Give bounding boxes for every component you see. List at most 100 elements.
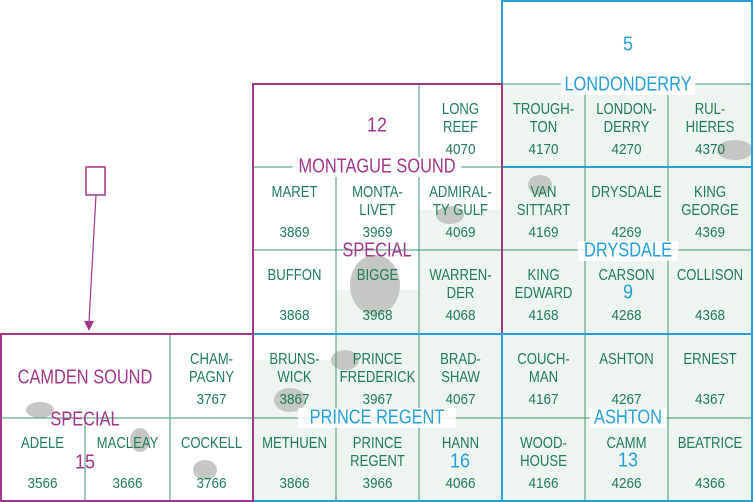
label-background <box>292 157 462 177</box>
region-name: MONTAGUE SOUND <box>298 154 455 177</box>
tile-number: 4168 <box>529 307 559 324</box>
tile-number: 4167 <box>529 391 559 408</box>
tile-number: 4368 <box>695 307 725 324</box>
tile-name: HANN <box>442 435 479 452</box>
label-background <box>560 75 696 95</box>
tile-name: MAN <box>529 369 558 386</box>
tile-number: 4070 <box>446 141 476 158</box>
tile-name: COUCH- <box>517 351 570 368</box>
tile-number: 4166 <box>529 475 559 492</box>
land-fill <box>502 84 753 502</box>
tile-name: DER <box>447 285 475 302</box>
arrowhead <box>84 321 94 331</box>
tile-number: 4169 <box>529 224 559 241</box>
inset-box <box>85 166 106 196</box>
island <box>717 140 753 160</box>
tile-name: KING <box>527 267 559 284</box>
tile-name: VAN <box>530 184 556 201</box>
island <box>528 175 552 195</box>
label-background <box>12 368 158 388</box>
tile-name: EDWARD <box>515 285 573 302</box>
region-name: CAMDEN SOUND <box>18 365 153 388</box>
tile-name: ADMIRAL- <box>429 184 492 201</box>
tile-name: KING <box>694 184 726 201</box>
tile-name: PAGNY <box>189 369 234 386</box>
tile-name: DERRY <box>604 119 650 136</box>
tile-number: 3967 <box>363 391 393 408</box>
tile-number: 3867 <box>280 391 310 408</box>
tile-name: REEF <box>443 119 478 136</box>
tile-number: 3666 <box>113 475 143 492</box>
tile-name: CAMM <box>606 435 646 452</box>
tile-name: PRINCE <box>353 435 403 452</box>
island <box>26 402 54 418</box>
tile-number: 3869 <box>280 224 310 241</box>
label-background <box>578 241 678 261</box>
tile-number: 4267 <box>612 391 642 408</box>
tile-name: CARSON <box>598 267 654 284</box>
tile-name: BIGGE <box>357 267 399 284</box>
tile-number: 4268 <box>612 307 642 324</box>
island <box>274 388 306 412</box>
tile-number: 4270 <box>612 141 642 158</box>
region-special: SPECIAL <box>50 407 119 430</box>
tile-name: GEORGE <box>681 202 739 219</box>
region-number: 15 <box>75 451 95 473</box>
tile-number: 3766 <box>197 475 227 492</box>
island <box>193 460 217 480</box>
label-background <box>298 408 456 428</box>
tile-name: WICK <box>277 369 311 386</box>
island <box>331 350 359 370</box>
label-background <box>589 408 667 428</box>
tile-name: HOUSE <box>520 453 567 470</box>
tile-name: RUL- <box>695 101 726 118</box>
tile-number: 3969 <box>363 224 393 241</box>
tile-number: 3966 <box>363 475 393 492</box>
tile-name: WOOD- <box>520 435 567 452</box>
tile-name: CHAM- <box>190 351 233 368</box>
tile-number: 4367 <box>695 391 725 408</box>
tile-name: MACLEAY <box>97 435 159 452</box>
tile-number: 4266 <box>612 475 642 492</box>
tile-name: SITTART <box>517 202 570 219</box>
tile-name: TROUGH- <box>513 101 574 118</box>
tile-name: LONDON- <box>596 101 657 118</box>
tile-name: COCKELL <box>181 435 242 452</box>
tile-name: WARREN- <box>429 267 491 284</box>
region-number: 12 <box>367 114 387 136</box>
tile-name: METHUEN <box>262 435 327 452</box>
region-name: PRINCE REGENT <box>310 405 445 428</box>
land-fill <box>419 210 502 502</box>
tile-number: 4366 <box>695 475 725 492</box>
region-name: ASHTON <box>594 405 662 428</box>
tile-number: 3566 <box>28 475 58 492</box>
tile-name: LIVET <box>359 202 396 219</box>
tile-name: MARET <box>272 184 318 201</box>
tile-name: FREDERICK <box>340 369 416 386</box>
tile-name: HIERES <box>686 119 735 136</box>
tile-number: 3767 <box>197 391 227 408</box>
tile-number: 4269 <box>612 224 642 241</box>
tile-number: 3868 <box>280 307 310 324</box>
island <box>436 206 464 224</box>
region-number: 16 <box>450 450 470 472</box>
land <box>26 84 753 502</box>
tile-number: 4068 <box>446 307 476 324</box>
region-name: DRYSDALE <box>584 238 672 261</box>
tile-name: TON <box>530 119 557 136</box>
tile-name: COLLISON <box>677 267 743 284</box>
tile-name: ADELE <box>21 435 64 452</box>
tile-name: PRINCE <box>353 351 403 368</box>
region-special: SPECIAL <box>342 238 411 261</box>
tile-number: 3968 <box>363 307 393 324</box>
tile-number: 4369 <box>695 224 725 241</box>
land-fill <box>253 360 336 502</box>
arrow <box>88 194 97 323</box>
tile-name: TY GULF <box>433 202 488 219</box>
tile-number: 4066 <box>446 475 476 492</box>
tile-name: SHAW <box>441 369 480 386</box>
tile-name: DRYSDALE <box>591 184 662 201</box>
island <box>130 428 150 452</box>
